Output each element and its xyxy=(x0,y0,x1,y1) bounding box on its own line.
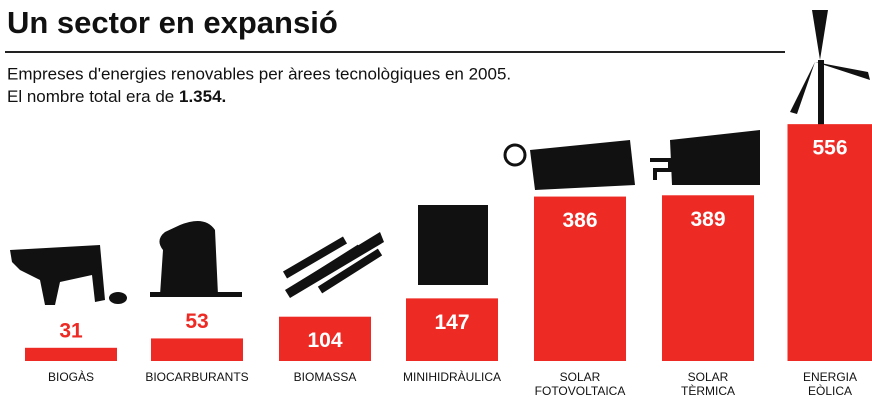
fuel-pump xyxy=(159,221,218,295)
bar xyxy=(151,338,243,361)
subtitle: El nombre total era de 1.354. xyxy=(7,87,226,106)
x-tick-label-line: EÒLICA xyxy=(808,383,852,398)
value-label: 31 xyxy=(59,319,83,342)
x-tick-label: BIOCARBURANTS xyxy=(145,370,248,384)
value-label: 53 xyxy=(185,310,208,333)
tap xyxy=(650,160,670,180)
subtitle: El nombre total era de xyxy=(7,87,174,106)
value-label: 147 xyxy=(434,311,469,334)
x-tick-label-line: TÈRMICA xyxy=(681,383,735,398)
x-tick-label-line: SOLAR xyxy=(688,370,729,384)
x-tick-label-line: FOTOVOLTAICA xyxy=(535,384,626,398)
turbine-tower xyxy=(818,60,824,125)
wind-turbine xyxy=(790,10,870,114)
chart-title: Un sector en expansió xyxy=(7,5,338,40)
cow xyxy=(10,245,105,305)
base xyxy=(150,292,242,297)
bar xyxy=(25,348,117,361)
value-label: 386 xyxy=(562,209,597,232)
x-tick-label: BIOMASSA xyxy=(294,370,357,384)
water-wheel xyxy=(418,205,488,285)
x-tick-label-line: ENERGIA xyxy=(803,370,857,384)
subtitle: Empreses d'energies renovables per àrees… xyxy=(7,64,511,83)
x-tick-label: BIOGÀS xyxy=(48,369,94,384)
value-label: 389 xyxy=(690,208,725,231)
solar-panel xyxy=(670,130,760,185)
dung xyxy=(109,292,127,304)
x-tick-label-line: SOLAR xyxy=(560,370,601,384)
value-label: 556 xyxy=(812,137,847,160)
total: 1.354. xyxy=(179,87,226,106)
bulb xyxy=(505,145,525,165)
chart: Un sector en expansió Empreses d'energie… xyxy=(0,0,872,401)
value-label: 104 xyxy=(307,329,342,352)
solar-panel xyxy=(530,140,635,190)
x-tick-label: MINIHIDRÀULICA xyxy=(403,369,501,384)
